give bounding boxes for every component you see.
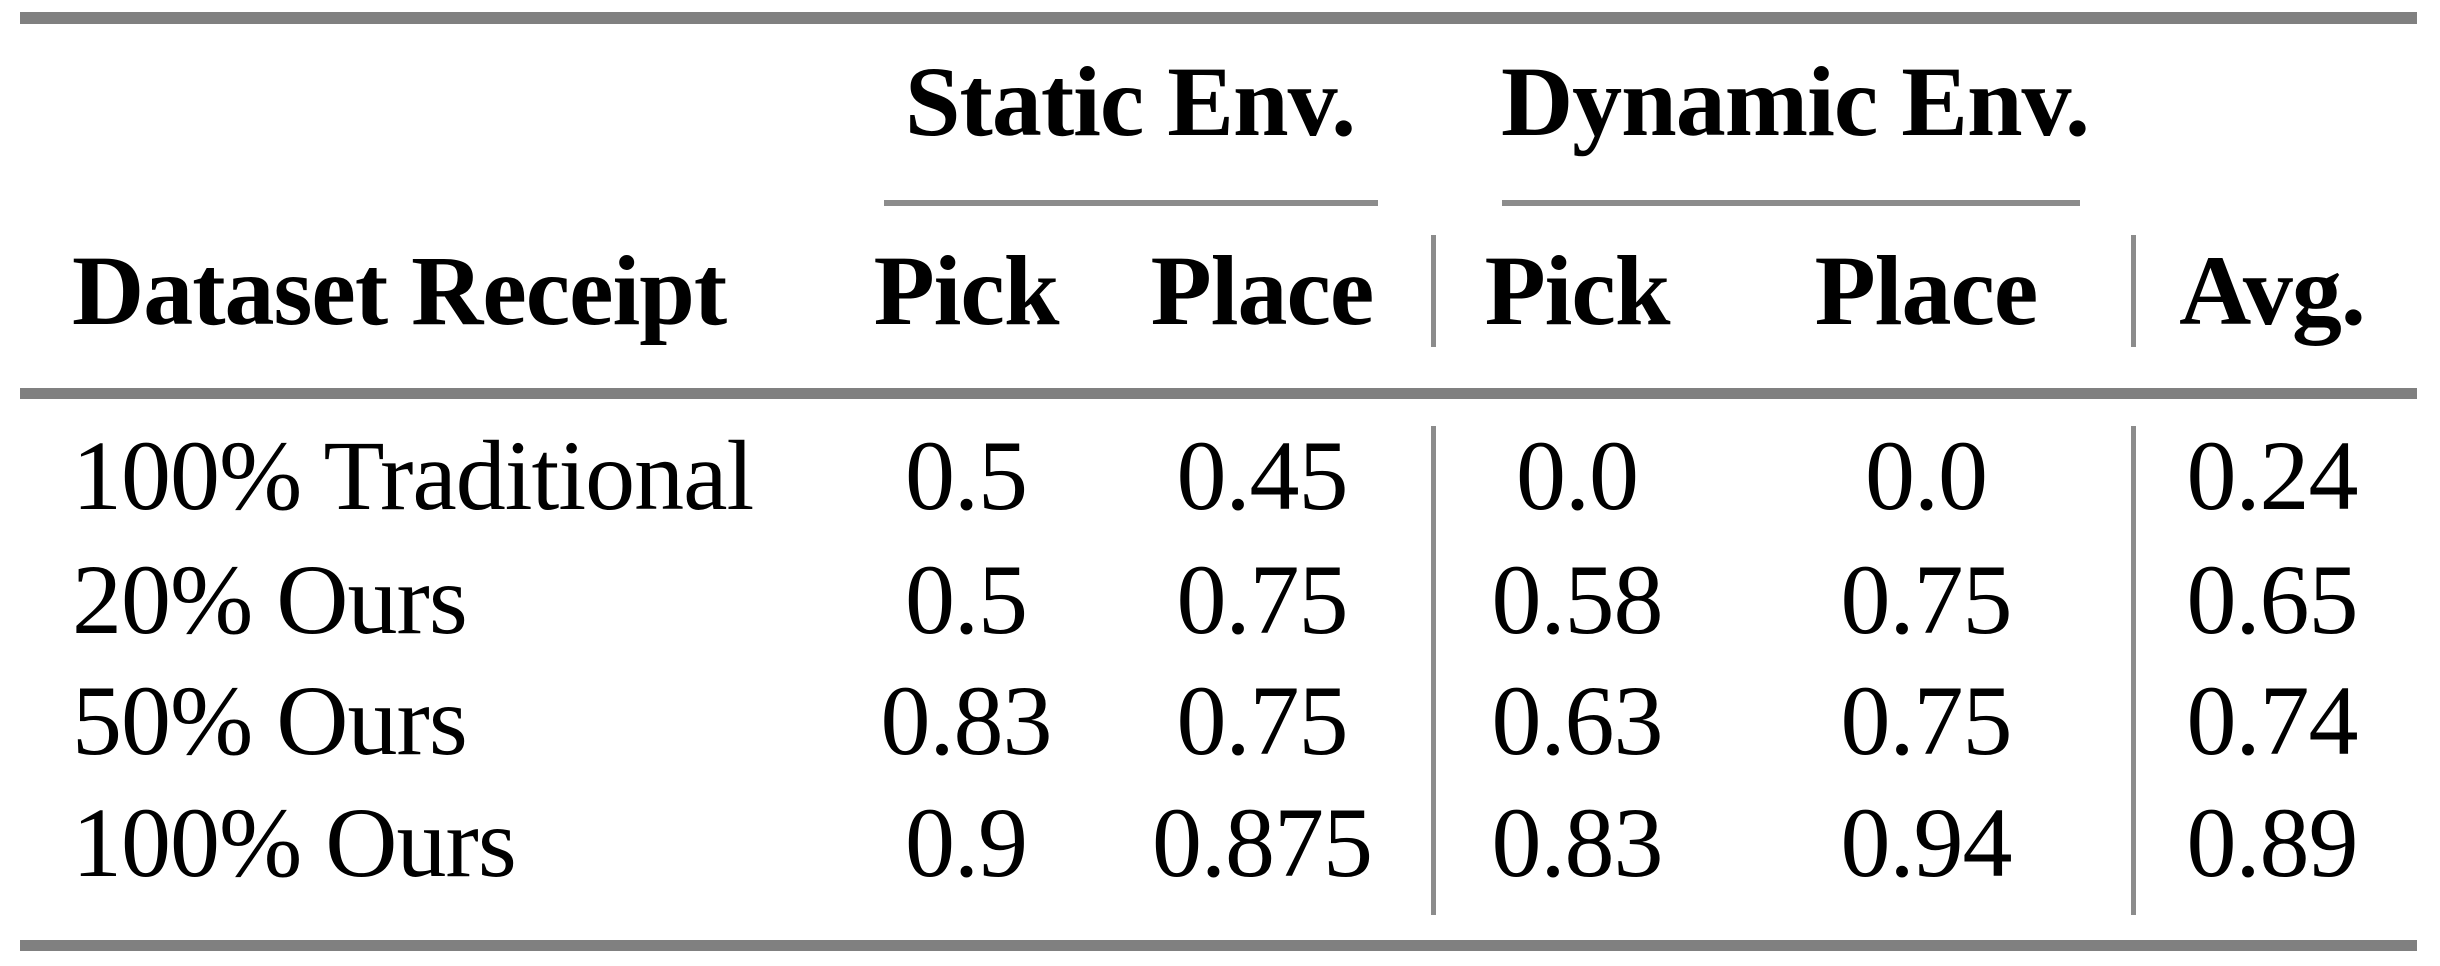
cell-static-pick: 0.9: [905, 787, 1028, 898]
bottom-rule: [20, 940, 2417, 951]
col-header-dynamic-place: Place: [1814, 235, 2039, 346]
row-label: 100% Traditional: [72, 420, 754, 531]
cell-avg: 0.65: [2186, 544, 2359, 655]
cell-static-place: 0.75: [1176, 544, 1349, 655]
cell-dynamic-place: 0.0: [1865, 420, 1988, 531]
dynamic-env-cmidrule: [1502, 200, 2080, 206]
vertical-rule-1-header: [1431, 235, 1436, 347]
cell-dynamic-place: 0.75: [1840, 665, 2013, 776]
cell-static-pick: 0.83: [880, 665, 1053, 776]
cell-dynamic-pick: 0.58: [1491, 544, 1664, 655]
vertical-rule-2-body: [2131, 426, 2136, 915]
cell-dynamic-pick: 0.83: [1491, 787, 1664, 898]
row-label: 20% Ours: [72, 544, 468, 655]
vertical-rule-1-body: [1431, 426, 1436, 915]
cell-dynamic-pick: 0.63: [1491, 665, 1664, 776]
cell-avg: 0.24: [2186, 420, 2359, 531]
col-header-dynamic-pick: Pick: [1484, 235, 1671, 346]
cell-static-pick: 0.5: [905, 544, 1028, 655]
static-env-cmidrule: [884, 200, 1378, 206]
vertical-rule-2-header: [2131, 235, 2136, 347]
group-header-dynamic-env: Dynamic Env.: [1500, 46, 2090, 157]
header-midrule: [20, 388, 2417, 399]
cell-static-pick: 0.5: [905, 420, 1028, 531]
cell-static-place: 0.875: [1152, 787, 1373, 898]
cell-dynamic-pick: 0.0: [1516, 420, 1639, 531]
cell-dynamic-place: 0.75: [1840, 544, 2013, 655]
group-header-static-env: Static Env.: [904, 46, 1356, 157]
row-label: 100% Ours: [72, 787, 517, 898]
cell-static-place: 0.75: [1176, 665, 1349, 776]
cell-static-place: 0.45: [1176, 420, 1349, 531]
col-header-dataset: Dataset Receipt: [72, 235, 727, 346]
col-header-static-pick: Pick: [873, 235, 1060, 346]
col-header-avg: Avg.: [2179, 235, 2366, 346]
cell-dynamic-place: 0.94: [1840, 787, 2013, 898]
row-label: 50% Ours: [72, 665, 468, 776]
cell-avg: 0.89: [2186, 787, 2359, 898]
col-header-static-place: Place: [1150, 235, 1375, 346]
top-rule: [20, 12, 2417, 24]
cell-avg: 0.74: [2186, 665, 2359, 776]
